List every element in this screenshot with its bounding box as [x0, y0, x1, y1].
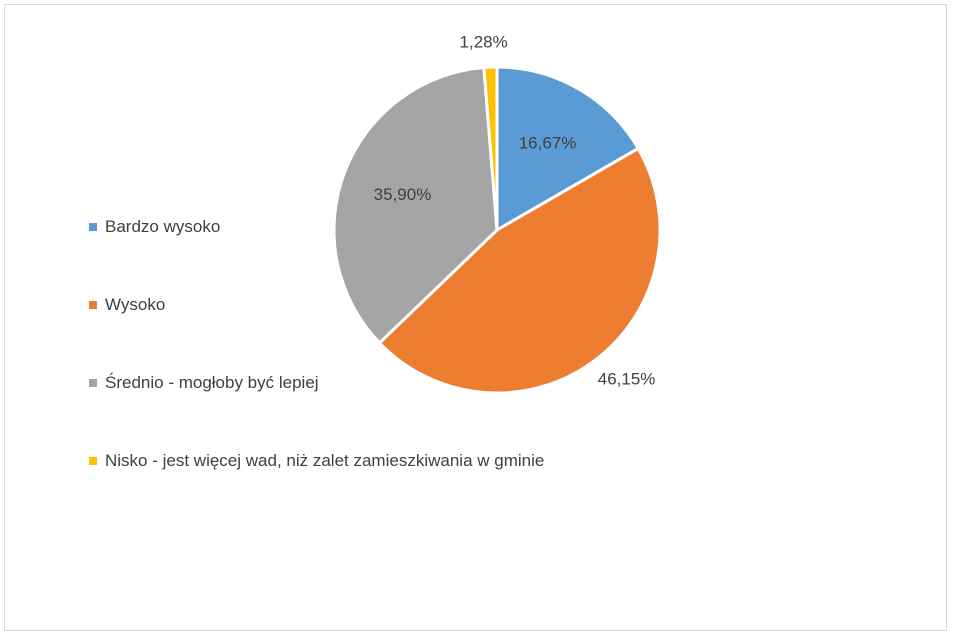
legend-label: Wysoko [105, 295, 166, 314]
data-label-srednio: 35,90% [374, 185, 432, 204]
pie-slice-nisko [482, 65, 499, 231]
legend-marker-wysoko [89, 301, 97, 309]
legend-label: Średnio - mogłoby być lepiej [105, 373, 319, 392]
legend-marker-srednio [89, 379, 97, 387]
pie-slice-srednio [332, 65, 499, 346]
legend-marker-bardzo-wysoko [89, 223, 97, 231]
legend-item-bardzo-wysoko: Bardzo wysoko [85, 215, 645, 239]
data-label-bardzo-wysoko: 16,67% [519, 133, 577, 152]
legend-label: Nisko - jest więcej wad, niż zalet zamie… [105, 451, 545, 470]
pie-slice-wysoko [377, 146, 662, 395]
data-label-wysoko: 46,15% [598, 370, 656, 389]
pie-slices [332, 65, 662, 395]
pie-data-labels: 16,67% 46,15% 35,90% 1,28% [374, 33, 656, 389]
legend: Bardzo wysoko Wysoko Średnio - mogłoby b… [85, 215, 645, 473]
legend-marker-nisko [89, 457, 97, 465]
chart-area: 16,67% 46,15% 35,90% 1,28% Bardzo wysoko Wy… [4, 4, 947, 631]
pie-slice-bardzo-wysoko [495, 65, 641, 233]
legend-item-wysoko: Wysoko [85, 293, 645, 317]
legend-label: Bardzo wysoko [105, 217, 221, 236]
legend-item-nisko: Nisko - jest więcej wad, niż zalet zamie… [85, 449, 645, 473]
legend-item-srednio: Średnio - mogłoby być lepiej [85, 371, 645, 395]
pie-chart: 16,67% 46,15% 35,90% 1,28% [332, 33, 662, 395]
data-label-nisko: 1,28% [460, 33, 508, 52]
